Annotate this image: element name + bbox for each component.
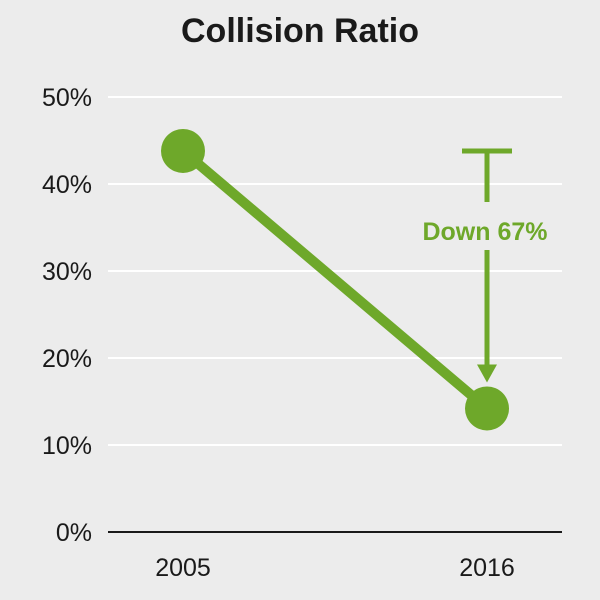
y-tick-30pct: 30% [42, 258, 92, 286]
data-point-2005 [161, 128, 205, 173]
x-tick-labels: 2005 2016 [155, 554, 515, 582]
y-tick-0pct: 0% [56, 519, 92, 547]
series-line [178, 145, 492, 414]
x-tick-2005: 2005 [155, 554, 211, 582]
x-tick-2016: 2016 [459, 554, 515, 582]
chart-title: Collision Ratio [181, 12, 419, 50]
down-annotation: Down 67% [422, 148, 548, 383]
y-tick-50pct: 50% [42, 84, 92, 112]
annotation-arrowhead [477, 364, 497, 383]
y-tick-40pct: 40% [42, 171, 92, 199]
series-group [161, 128, 509, 431]
y-tick-labels: 0% 10% 20% 30% 40% 50% [42, 84, 92, 547]
data-point-2016 [465, 386, 509, 431]
y-tick-20pct: 20% [42, 345, 92, 373]
y-tick-10pct: 10% [42, 432, 92, 460]
annotation-label: Down 67% [422, 218, 547, 246]
